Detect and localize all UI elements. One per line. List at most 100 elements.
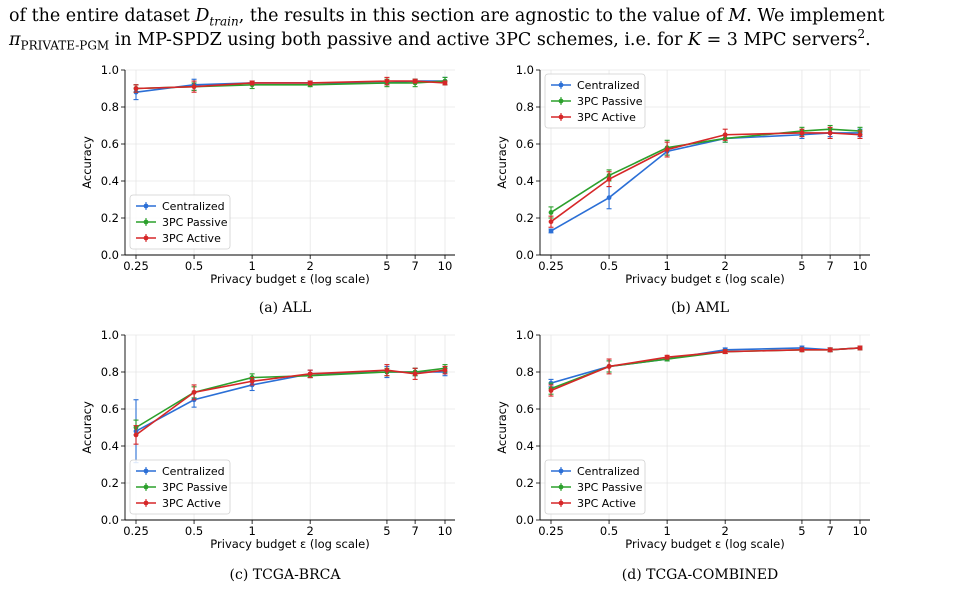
chart-aml: 0.0 0.2 0.4 0.6 0.8 1.0 0.25 0.5 1 2 5 7 10 Privacy b… bbox=[495, 63, 870, 286]
data-point bbox=[664, 354, 670, 360]
x-axis-label: Privacy budget ε (log scale) bbox=[210, 272, 369, 286]
series-line-active bbox=[135, 369, 446, 436]
x-tick-label: 1 bbox=[663, 524, 670, 538]
legend: Centralized 3PC Passive 3PC Active bbox=[129, 459, 231, 515]
data-point bbox=[799, 347, 805, 353]
legend-box bbox=[544, 73, 646, 129]
x-tick-label: 0.5 bbox=[600, 259, 618, 273]
legend-label: Centralized bbox=[162, 465, 225, 478]
figure-panel-aml: 0.0 0.2 0.4 0.6 0.8 1.0 0.25 0.5 1 2 5 7 10 Privacy b… bbox=[495, 60, 895, 286]
caption-tcga-brca: (c) TCGA-BRCA bbox=[229, 567, 341, 583]
math-subscript: train bbox=[209, 14, 239, 29]
footnote-marker: 2 bbox=[857, 27, 866, 42]
data-point bbox=[249, 80, 255, 86]
legend-swatch-marker bbox=[558, 468, 564, 474]
y-axis-label: Accuracy bbox=[495, 136, 509, 189]
legend-swatch-marker bbox=[558, 484, 564, 490]
data-point bbox=[384, 367, 390, 373]
legend-swatch-marker bbox=[558, 98, 564, 104]
x-tick-label: 10 bbox=[853, 259, 868, 273]
data-point bbox=[857, 132, 863, 138]
x-tick-label: 2 bbox=[307, 524, 314, 538]
figure-panel-tcga-brca: 0.0 0.2 0.4 0.6 0.8 1.0 0.25 0.5 1 2 5 7 10 Privacy b… bbox=[80, 325, 480, 551]
x-tick-label: 1 bbox=[663, 259, 670, 273]
caption-all: (a) ALL bbox=[258, 300, 312, 316]
body-text-line-2: πPRIVATE-PGM in MP-SPDZ using both passi… bbox=[9, 28, 961, 52]
data-point bbox=[827, 347, 833, 353]
data-point bbox=[722, 349, 728, 355]
series-passive bbox=[133, 76, 448, 93]
text-fragment: = 3 MPC servers bbox=[701, 30, 858, 50]
x-tick-label: 0.25 bbox=[123, 524, 149, 538]
text-fragment: . We implement bbox=[746, 6, 885, 26]
x-tick-label: 0.25 bbox=[538, 259, 564, 273]
data-point bbox=[857, 345, 863, 351]
legend-swatch-marker bbox=[143, 219, 149, 225]
x-axis-label: Privacy budget ε (log scale) bbox=[625, 537, 784, 551]
x-tick-label: 0.5 bbox=[185, 524, 203, 538]
text-fragment: , the results in this section are agnost… bbox=[238, 6, 729, 26]
figure-panel-all: 0.0 0.2 0.4 0.6 0.8 1.0 0.25 0.5 1 2 5 7 10 Privacy b… bbox=[80, 60, 480, 286]
body-text-line-1: of the entire dataset Dtrain, the result… bbox=[9, 4, 961, 28]
series-centralized bbox=[133, 365, 448, 464]
text-fragment: in MP-SPDZ using both passive and active… bbox=[109, 30, 688, 50]
x-tick-label: 7 bbox=[826, 524, 833, 538]
y-tick-label: 0.2 bbox=[101, 476, 119, 490]
y-tick-label: 0.0 bbox=[101, 248, 119, 262]
legend-label: Centralized bbox=[577, 465, 640, 478]
y-tick-label: 0.0 bbox=[516, 248, 534, 262]
legend-swatch-marker bbox=[558, 82, 564, 88]
data-point bbox=[307, 80, 313, 86]
y-tick-label: 0.2 bbox=[516, 476, 534, 490]
x-axis-label: Privacy budget ε (log scale) bbox=[625, 272, 784, 286]
y-tick-label: 0.0 bbox=[101, 513, 119, 527]
legend-label: 3PC Active bbox=[577, 111, 636, 124]
y-axis-label: Accuracy bbox=[80, 136, 94, 189]
data-point bbox=[412, 78, 418, 84]
data-point bbox=[548, 388, 554, 393]
legend-label: 3PC Active bbox=[162, 232, 221, 245]
x-tick-label: 5 bbox=[383, 259, 390, 273]
legend-label: 3PC Active bbox=[162, 497, 221, 510]
legend-label: 3PC Passive bbox=[162, 481, 228, 494]
x-tick-label: 0.25 bbox=[538, 524, 564, 538]
y-tick-label: 0.6 bbox=[101, 402, 119, 416]
data-point bbox=[606, 176, 612, 182]
legend-label: 3PC Passive bbox=[162, 216, 228, 229]
y-tick-label: 1.0 bbox=[101, 63, 119, 77]
legend-label: Centralized bbox=[577, 79, 640, 92]
series-active bbox=[548, 345, 863, 397]
x-tick-label: 7 bbox=[411, 524, 418, 538]
legend-label: 3PC Passive bbox=[577, 95, 643, 108]
data-point bbox=[191, 389, 197, 395]
chart-all: 0.0 0.2 0.4 0.6 0.8 1.0 0.25 0.5 1 2 5 7 10 Privacy b… bbox=[80, 63, 455, 286]
data-point bbox=[442, 80, 448, 86]
series-line-passive bbox=[550, 128, 861, 214]
y-tick-label: 0.8 bbox=[101, 365, 119, 379]
y-tick-label: 0.4 bbox=[516, 439, 534, 453]
chart-tcga-combined: 0.0 0.2 0.4 0.6 0.8 1.0 0.25 0.5 1 2 5 7 10 Privacy b… bbox=[495, 328, 870, 551]
x-tick-label: 5 bbox=[798, 259, 805, 273]
data-point bbox=[442, 367, 448, 373]
x-tick-label: 5 bbox=[798, 524, 805, 538]
legend: Centralized 3PC Passive 3PC Active bbox=[129, 194, 231, 250]
data-point bbox=[548, 219, 554, 225]
data-point bbox=[307, 371, 313, 377]
data-point bbox=[384, 78, 390, 84]
legend-swatch-marker bbox=[143, 484, 149, 490]
series-line-active bbox=[550, 132, 861, 223]
legend-label: 3PC Active bbox=[577, 497, 636, 510]
math-variable: M bbox=[728, 6, 747, 26]
math-subscript: PRIVATE-PGM bbox=[20, 38, 110, 53]
x-tick-label: 10 bbox=[853, 524, 868, 538]
x-tick-label: 10 bbox=[438, 259, 453, 273]
data-point bbox=[249, 378, 255, 384]
legend: Centralized 3PC Passive 3PC Active bbox=[544, 73, 646, 129]
figure-panel-tcga-combined: 0.0 0.2 0.4 0.6 0.8 1.0 0.25 0.5 1 2 5 7 10 Privacy b… bbox=[495, 325, 895, 551]
legend-swatch-marker bbox=[143, 235, 149, 241]
data-point bbox=[664, 147, 670, 152]
x-tick-label: 0.25 bbox=[123, 259, 149, 273]
series-line-centralized bbox=[550, 132, 860, 232]
legend-label: Centralized bbox=[162, 200, 225, 213]
data-point bbox=[133, 432, 139, 438]
